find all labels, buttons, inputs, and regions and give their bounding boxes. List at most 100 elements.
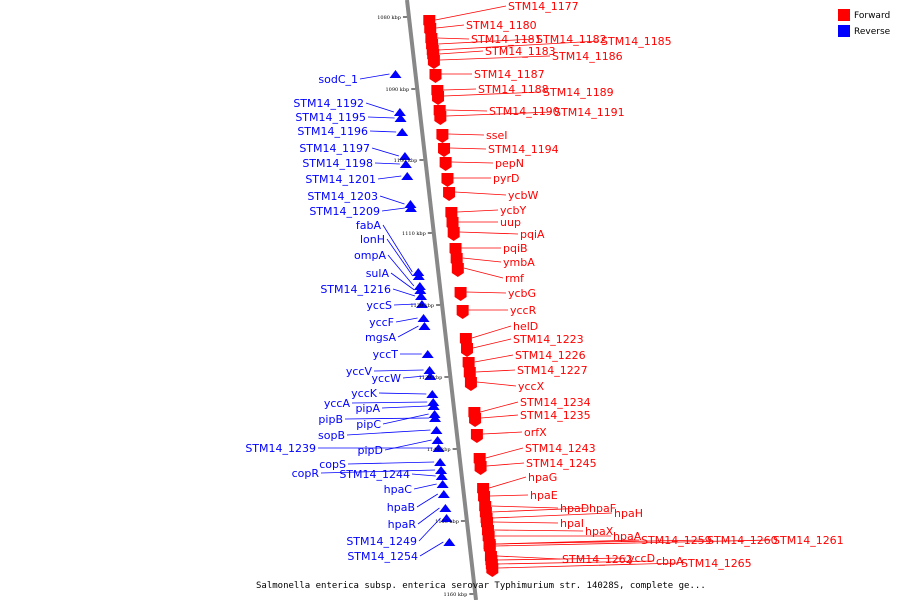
forward-label-leader bbox=[485, 447, 524, 459]
forward-gene-feature bbox=[477, 483, 490, 493]
forward-gene-label: STM14_1245 bbox=[526, 457, 597, 470]
forward-gene-label: pepN bbox=[495, 157, 524, 170]
reverse-gene-label: pipC bbox=[356, 418, 381, 431]
forward-label-leader bbox=[459, 231, 519, 235]
forward-gene-label: helD bbox=[513, 320, 538, 333]
forward-gene-label: STM14_1262 bbox=[562, 553, 633, 566]
forward-gene-label: STM14_1235 bbox=[520, 409, 591, 422]
forward-gene-feature bbox=[461, 343, 474, 353]
reverse-gene-feature bbox=[413, 282, 426, 290]
forward-gene-feature bbox=[474, 461, 487, 471]
forward-gene-arrowhead bbox=[469, 423, 482, 427]
kbp-tick-label: 1130 kbp bbox=[419, 375, 443, 381]
forward-gene-arrowhead bbox=[434, 121, 447, 125]
reverse-gene-label: yccT bbox=[373, 348, 399, 361]
forward-gene-arrowhead bbox=[432, 101, 445, 105]
forward-gene-feature bbox=[479, 501, 492, 511]
kbp-tick-label: 1160 kbp bbox=[444, 592, 468, 598]
reverse-gene-label: hpaB bbox=[387, 501, 415, 514]
forward-gene-feature bbox=[462, 357, 475, 367]
forward-gene-feature bbox=[429, 69, 442, 79]
forward-gene-feature bbox=[473, 453, 486, 463]
reverse-gene-feature bbox=[418, 322, 431, 330]
reverse-gene-label: yccK bbox=[351, 387, 378, 400]
forward-label-leader bbox=[435, 5, 507, 21]
reverse-gene-label: STM14_1244 bbox=[339, 468, 410, 481]
forward-gene-label: STM14_1194 bbox=[488, 143, 559, 156]
reverse-gene-feature bbox=[437, 490, 450, 498]
reverse-label-leader bbox=[390, 272, 415, 291]
forward-label-leader bbox=[455, 191, 507, 196]
forward-gene-feature bbox=[481, 517, 494, 527]
reverse-gene-label: STM14_1196 bbox=[297, 125, 368, 138]
forward-gene-label: pqiB bbox=[503, 242, 528, 255]
forward-gene-label: hpaG bbox=[528, 471, 557, 484]
reverse-gene-label: yccS bbox=[366, 299, 392, 312]
reverse-gene-label: sodC_1 bbox=[318, 73, 358, 86]
forward-gene-feature bbox=[478, 491, 491, 501]
forward-gene-label: hpaI bbox=[560, 517, 584, 530]
reverse-label-leader bbox=[369, 130, 397, 133]
forward-gene-label: STM14_1187 bbox=[474, 68, 545, 81]
forward-label-leader bbox=[476, 381, 517, 387]
reverse-gene-label: yccA bbox=[324, 397, 351, 410]
reverse-gene-label: copR bbox=[292, 467, 320, 480]
forward-gene-label: yccX bbox=[518, 380, 545, 393]
forward-label-leader bbox=[438, 40, 600, 51]
forward-label-leader bbox=[480, 401, 519, 413]
reverse-label-leader bbox=[395, 317, 418, 323]
reverse-gene-label: hpaR bbox=[388, 518, 417, 531]
forward-gene-feature bbox=[433, 105, 446, 115]
reverse-gene-feature bbox=[389, 70, 402, 78]
forward-gene-arrowhead bbox=[443, 197, 456, 201]
forward-gene-label: STM14_1189 bbox=[543, 86, 614, 99]
forward-gene-feature bbox=[426, 39, 439, 49]
forward-gene-feature bbox=[464, 377, 477, 387]
reverse-gene-feature bbox=[415, 300, 428, 308]
forward-label-leader bbox=[438, 38, 535, 45]
reverse-gene-feature bbox=[440, 514, 453, 522]
forward-gene-feature bbox=[449, 243, 462, 253]
forward-gene-arrowhead bbox=[441, 183, 454, 187]
gene-features bbox=[389, 15, 499, 577]
reverse-label-leader bbox=[382, 413, 429, 425]
kbp-tick-label: 1140 kbp bbox=[427, 447, 451, 453]
reverse-label-leader bbox=[351, 401, 428, 404]
reverse-gene-feature bbox=[430, 426, 443, 434]
forward-gene-arrowhead bbox=[439, 167, 452, 171]
forward-gene-feature bbox=[463, 367, 476, 377]
forward-label-leader bbox=[471, 325, 512, 339]
reverse-gene-label: lonH bbox=[360, 233, 385, 246]
reverse-gene-feature bbox=[432, 444, 445, 452]
forward-gene-label: cbpA bbox=[656, 555, 684, 568]
forward-gene-arrowhead bbox=[447, 237, 460, 241]
forward-label-leader bbox=[439, 50, 484, 55]
forward-gene-label: STM14_1180 bbox=[466, 19, 537, 32]
forward-gene-feature bbox=[459, 333, 472, 343]
reverse-gene-feature bbox=[393, 108, 406, 116]
forward-label-leader bbox=[463, 267, 504, 279]
forward-label-leader bbox=[493, 521, 559, 524]
forward-gene-label: sseI bbox=[486, 129, 507, 142]
reverse-gene-feature bbox=[396, 128, 409, 136]
forward-label-leader bbox=[497, 560, 655, 565]
reverse-gene-feature bbox=[401, 172, 414, 180]
forward-label-leader bbox=[443, 88, 477, 91]
forward-gene-feature bbox=[427, 55, 440, 65]
legend-forward-label: Forward bbox=[854, 11, 890, 21]
forward-label-leader bbox=[489, 476, 527, 489]
forward-gene-label: pyrD bbox=[493, 172, 520, 185]
forward-gene-label: STM14_1182 bbox=[536, 33, 607, 46]
reverse-label-leader bbox=[344, 417, 430, 420]
forward-gene-label: hpaH bbox=[614, 507, 643, 520]
reverse-label-leader bbox=[384, 439, 432, 451]
reverse-gene-label: STM14_1209 bbox=[309, 205, 380, 218]
forward-label-leader bbox=[445, 109, 488, 112]
forward-gene-label: STM14_1243 bbox=[525, 442, 596, 455]
forward-gene-feature bbox=[450, 253, 463, 263]
reverse-gene-label: STM14_1249 bbox=[346, 535, 417, 548]
reverse-label-leader bbox=[347, 461, 435, 465]
reverse-label-leader bbox=[402, 375, 425, 379]
forward-label-leader bbox=[493, 529, 584, 532]
